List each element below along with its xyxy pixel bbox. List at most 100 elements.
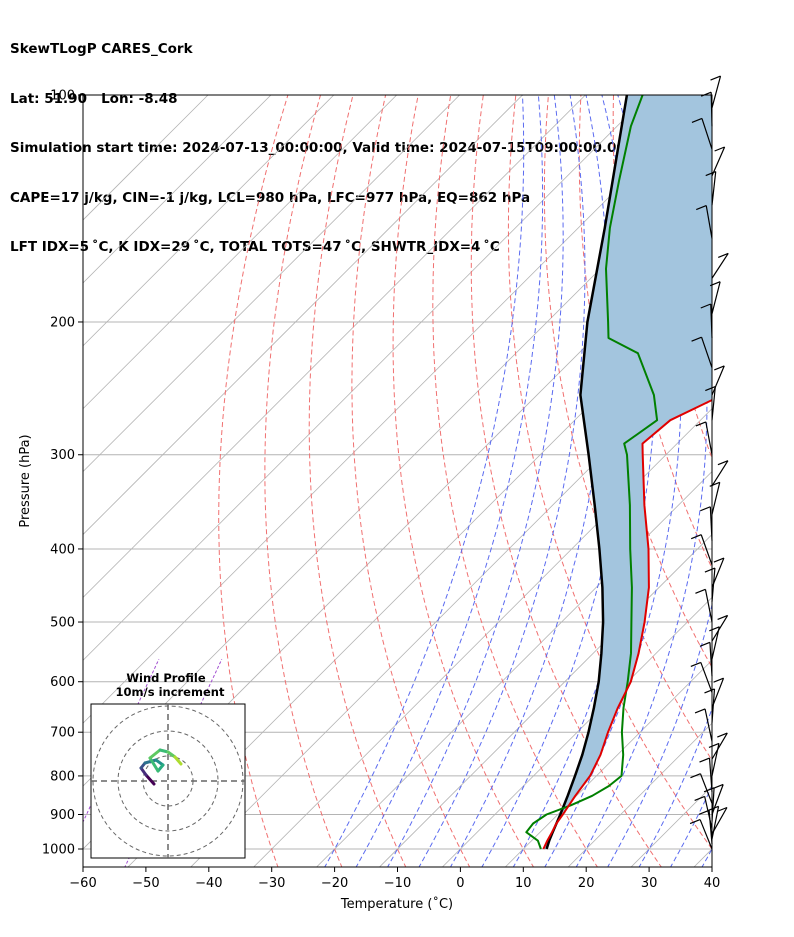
wind-barb	[711, 146, 726, 177]
y-tick-label: 500	[50, 616, 75, 631]
dry-adiabat	[308, 95, 407, 867]
wind-barb	[711, 460, 729, 487]
moist-adiabat	[324, 95, 525, 867]
wind-barb	[711, 732, 728, 760]
wind-barb	[711, 787, 715, 822]
hodograph-segment	[148, 748, 162, 760]
isotherm-line	[83, 95, 461, 473]
wind-barb	[708, 758, 713, 792]
isotherm-line	[83, 95, 398, 410]
x-tick-label: 40	[704, 876, 721, 891]
wind-barb-flag	[700, 506, 711, 512]
wind-barb	[701, 118, 713, 150]
cape-area	[543, 95, 712, 849]
wind-barb	[711, 253, 729, 279]
y-tick-label: 1000	[42, 843, 75, 858]
wind-barb-flag	[709, 626, 720, 632]
moist-adiabat	[387, 95, 564, 867]
dry-adiabat	[218, 95, 289, 867]
wind-barb	[711, 75, 722, 108]
hodograph-segment	[148, 756, 160, 773]
isotherm-line	[83, 95, 586, 598]
wind-barb-flag	[691, 336, 702, 342]
inset-title: Wind Profile	[126, 671, 206, 685]
wind-barb	[711, 626, 720, 660]
wind-barb-flag	[713, 557, 725, 563]
x-tick-label: 20	[578, 876, 595, 891]
isotherm-line	[316, 471, 712, 867]
wind-barb	[710, 92, 713, 127]
x-tick-label: −40	[195, 876, 222, 891]
hodograph-segment	[173, 755, 183, 766]
dry-adiabat	[470, 95, 662, 867]
wind-barb	[711, 784, 724, 815]
temperature-line	[542, 398, 712, 850]
x-tick-label: −30	[258, 876, 285, 891]
y-tick-label: 300	[50, 448, 75, 463]
x-tick-label: −20	[321, 876, 348, 891]
wind-barb-flag	[717, 732, 728, 738]
isotherm-line	[190, 345, 712, 867]
dry-adiabat	[351, 95, 471, 867]
wind-barb	[700, 662, 713, 693]
y-tick-label: 600	[50, 675, 75, 690]
wind-barb	[709, 642, 713, 677]
wind-barb-flag	[718, 252, 729, 258]
wind-barb-flag	[716, 806, 728, 813]
inset-subtitle: 10m/s increment	[116, 685, 225, 699]
isotherm-line	[83, 95, 272, 284]
isotherm-line	[83, 95, 649, 661]
isotherm-line	[83, 95, 335, 347]
header-title: SkewTLogP CARES_Cork	[10, 41, 193, 57]
wind-barb-flag	[699, 757, 710, 763]
wind-barb-flag	[689, 818, 701, 825]
y-tick-label: 900	[50, 808, 75, 823]
wind-barb-flag	[690, 661, 702, 668]
isotherm-line	[441, 596, 712, 867]
y-tick-label: 700	[50, 726, 75, 741]
inset-rings	[91, 704, 245, 858]
isotherm-line	[127, 282, 712, 867]
wind-barb-flag	[690, 773, 701, 779]
wind-barb	[704, 589, 713, 623]
wind-barb-flag	[717, 614, 728, 621]
wind-barb	[699, 773, 713, 804]
y-tick-label: 800	[50, 769, 75, 784]
y-axis: 1000 900 800 700 600 500 400 300 200 100	[42, 89, 83, 858]
x-tick-label: −60	[69, 876, 96, 891]
isotherm-line	[567, 722, 712, 867]
wind-barb	[711, 557, 725, 588]
wind-barb	[711, 615, 729, 642]
hodograph-segment	[144, 773, 156, 786]
x-tick-label: 10	[515, 876, 532, 891]
wind-barb-flag	[703, 787, 715, 793]
wind-barb-flag	[695, 421, 707, 427]
isotherm-line	[83, 95, 712, 724]
x-tick-label: 30	[641, 876, 658, 891]
wind-barb	[704, 796, 713, 829]
wind-barb	[711, 386, 716, 421]
dry-adiabat	[392, 95, 535, 867]
wind-barb-flag	[690, 534, 702, 540]
wind-barb	[711, 365, 725, 396]
wind-barb-flag	[712, 783, 724, 790]
moist-adiabat	[701, 847, 712, 867]
x-tick-label: −50	[132, 876, 159, 891]
wind-barb	[700, 534, 713, 566]
wind-barb-flag	[700, 91, 712, 97]
moist-adiabat	[607, 95, 712, 867]
moist-adiabat	[418, 95, 586, 867]
dry-adiabat	[264, 95, 343, 867]
dry-adiabat	[543, 95, 712, 762]
wind-barb	[710, 303, 713, 338]
dry-adiabat	[774, 78, 794, 868]
wind-barb	[711, 171, 717, 206]
wind-barb	[711, 281, 721, 314]
dry-adiabat	[742, 78, 794, 868]
wind-barb-flag	[709, 481, 720, 487]
x-tick-label: −10	[384, 876, 411, 891]
dry-adiabat	[710, 95, 712, 114]
wind-barb-flag	[704, 688, 715, 694]
moist-adiabat	[449, 95, 609, 867]
wind-barb-flag	[709, 281, 721, 287]
